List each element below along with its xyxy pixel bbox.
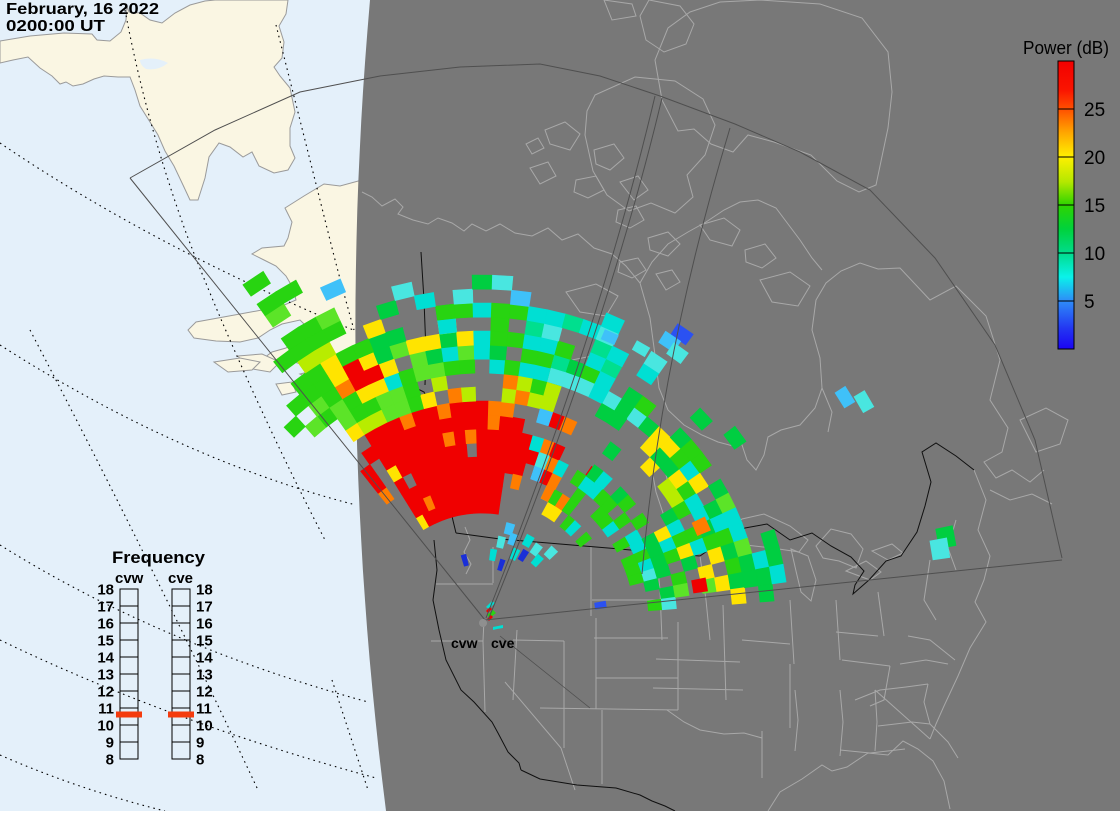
svg-text:Frequency: Frequency <box>112 548 206 567</box>
svg-text:15: 15 <box>97 633 114 650</box>
svg-text:10: 10 <box>1084 244 1105 265</box>
svg-text:10: 10 <box>196 718 213 735</box>
svg-text:cvw: cvw <box>115 570 144 587</box>
svg-text:14: 14 <box>97 650 114 667</box>
svg-text:17: 17 <box>196 599 213 616</box>
svg-text:25: 25 <box>1084 100 1105 121</box>
svg-text:16: 16 <box>196 616 213 633</box>
svg-text:5: 5 <box>1084 292 1095 313</box>
svg-text:13: 13 <box>97 667 114 684</box>
svg-text:0200:00 UT: 0200:00 UT <box>6 18 105 35</box>
svg-text:cvw: cvw <box>451 635 478 651</box>
svg-text:14: 14 <box>196 650 213 667</box>
svg-text:8: 8 <box>196 752 204 769</box>
svg-text:18: 18 <box>97 582 114 599</box>
svg-text:11: 11 <box>98 701 114 718</box>
svg-text:20: 20 <box>1084 148 1105 169</box>
svg-text:8: 8 <box>106 752 114 769</box>
svg-text:12: 12 <box>97 684 114 701</box>
svg-text:18: 18 <box>196 582 213 599</box>
svg-text:9: 9 <box>196 735 204 752</box>
svg-text:15: 15 <box>196 633 213 650</box>
svg-text:9: 9 <box>106 735 114 752</box>
svg-text:cve: cve <box>491 635 515 651</box>
svg-text:13: 13 <box>196 667 213 684</box>
svg-text:12: 12 <box>196 684 213 701</box>
svg-text:February, 16 2022: February, 16 2022 <box>6 1 159 18</box>
svg-text:11: 11 <box>196 701 212 718</box>
svg-text:17: 17 <box>97 599 114 616</box>
svg-text:16: 16 <box>97 616 114 633</box>
svg-text:cve: cve <box>168 570 193 587</box>
svg-text:15: 15 <box>1084 196 1105 217</box>
svg-text:Power (dB): Power (dB) <box>1023 38 1109 58</box>
svg-text:10: 10 <box>97 718 114 735</box>
